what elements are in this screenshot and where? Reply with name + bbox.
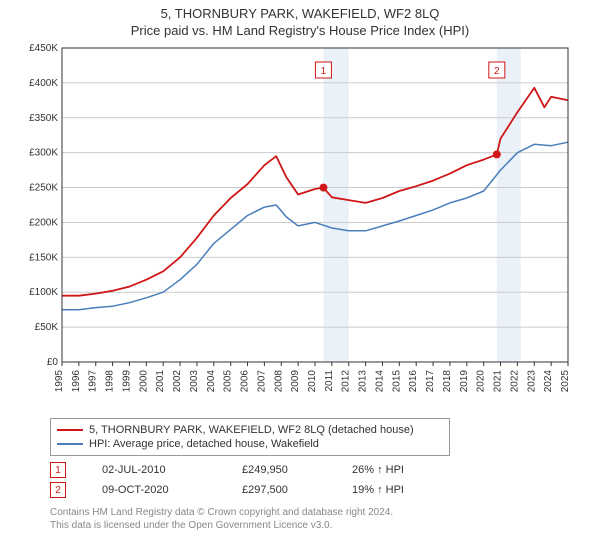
sales-row-2-pct: 19% ↑ HPI <box>352 484 432 496</box>
svg-text:£450K: £450K <box>29 43 58 54</box>
svg-text:£350K: £350K <box>29 113 58 124</box>
svg-text:£0: £0 <box>47 357 59 368</box>
chart-subtitle: Price paid vs. HM Land Registry's House … <box>0 21 600 42</box>
svg-text:2013: 2013 <box>358 370 369 393</box>
svg-text:2008: 2008 <box>273 370 284 393</box>
svg-text:1: 1 <box>321 66 327 77</box>
svg-text:2004: 2004 <box>206 370 217 393</box>
svg-text:£250K: £250K <box>29 183 58 194</box>
svg-text:2014: 2014 <box>374 370 385 393</box>
chart-container: 5, THORNBURY PARK, WAKEFIELD, WF2 8LQ Pr… <box>0 0 600 560</box>
svg-text:2010: 2010 <box>307 370 318 393</box>
sales-marker-1-icon: 1 <box>50 462 66 478</box>
svg-text:2009: 2009 <box>290 370 301 393</box>
svg-text:2017: 2017 <box>425 370 436 393</box>
footer-line-1: Contains HM Land Registry data © Crown c… <box>50 506 600 519</box>
svg-text:2023: 2023 <box>526 370 537 393</box>
svg-text:2: 2 <box>494 66 500 77</box>
sales-marker-2-icon: 2 <box>50 482 66 498</box>
legend: 5, THORNBURY PARK, WAKEFIELD, WF2 8LQ (d… <box>50 418 450 456</box>
attribution-footer: Contains HM Land Registry data © Crown c… <box>50 506 600 532</box>
chart-title-address: 5, THORNBURY PARK, WAKEFIELD, WF2 8LQ <box>0 0 600 21</box>
svg-text:2020: 2020 <box>476 370 487 393</box>
svg-text:£200K: £200K <box>29 217 58 228</box>
sales-row-1-price: £249,950 <box>242 464 322 476</box>
sales-table: 1 02-JUL-2010 £249,950 26% ↑ HPI 2 09-OC… <box>50 460 600 500</box>
svg-text:2006: 2006 <box>240 370 251 393</box>
line-chart-svg: £0 £50K £100K £150K £200K £250K £300K £350K £400… <box>20 42 580 412</box>
svg-text:2001: 2001 <box>155 370 166 393</box>
svg-text:£400K: £400K <box>29 78 58 89</box>
svg-text:1999: 1999 <box>121 370 132 393</box>
svg-text:2019: 2019 <box>459 370 470 393</box>
svg-text:2022: 2022 <box>509 370 520 393</box>
sales-row-2-price: £297,500 <box>242 484 322 496</box>
svg-text:1995: 1995 <box>54 370 65 393</box>
legend-item-property: 5, THORNBURY PARK, WAKEFIELD, WF2 8LQ (d… <box>57 423 443 437</box>
legend-item-hpi: HPI: Average price, detached house, Wake… <box>57 437 443 451</box>
svg-text:2005: 2005 <box>223 370 234 393</box>
svg-text:2012: 2012 <box>341 370 352 393</box>
svg-text:1997: 1997 <box>88 370 99 393</box>
svg-text:2015: 2015 <box>391 370 402 393</box>
sales-row-2: 2 09-OCT-2020 £297,500 19% ↑ HPI <box>50 480 600 500</box>
legend-label-hpi: HPI: Average price, detached house, Wake… <box>89 438 319 450</box>
svg-text:£50K: £50K <box>35 322 59 333</box>
svg-text:2021: 2021 <box>493 370 504 393</box>
legend-swatch-hpi <box>57 443 83 445</box>
legend-label-property: 5, THORNBURY PARK, WAKEFIELD, WF2 8LQ (d… <box>89 424 414 436</box>
svg-text:1996: 1996 <box>71 370 82 393</box>
svg-text:2000: 2000 <box>138 370 149 393</box>
svg-text:£150K: £150K <box>29 252 58 263</box>
svg-text:1998: 1998 <box>105 370 116 393</box>
svg-text:2003: 2003 <box>189 370 200 393</box>
svg-text:2024: 2024 <box>543 370 554 393</box>
sales-row-1-date: 02-JUL-2010 <box>102 464 212 476</box>
svg-text:2002: 2002 <box>172 370 183 393</box>
svg-text:2018: 2018 <box>442 370 453 393</box>
svg-text:2025: 2025 <box>560 370 571 393</box>
svg-text:2007: 2007 <box>256 370 267 393</box>
svg-text:2016: 2016 <box>408 370 419 393</box>
footer-line-2: This data is licensed under the Open Gov… <box>50 519 600 532</box>
sales-row-1-pct: 26% ↑ HPI <box>352 464 432 476</box>
sales-row-2-date: 09-OCT-2020 <box>102 484 212 496</box>
legend-swatch-property <box>57 429 83 431</box>
chart-plot-area: £0 £50K £100K £150K £200K £250K £300K £350K £400… <box>20 42 580 412</box>
svg-text:£300K: £300K <box>29 148 58 159</box>
svg-text:2011: 2011 <box>324 370 335 392</box>
sales-row-1: 1 02-JUL-2010 £249,950 26% ↑ HPI <box>50 460 600 480</box>
svg-text:£100K: £100K <box>29 287 58 298</box>
